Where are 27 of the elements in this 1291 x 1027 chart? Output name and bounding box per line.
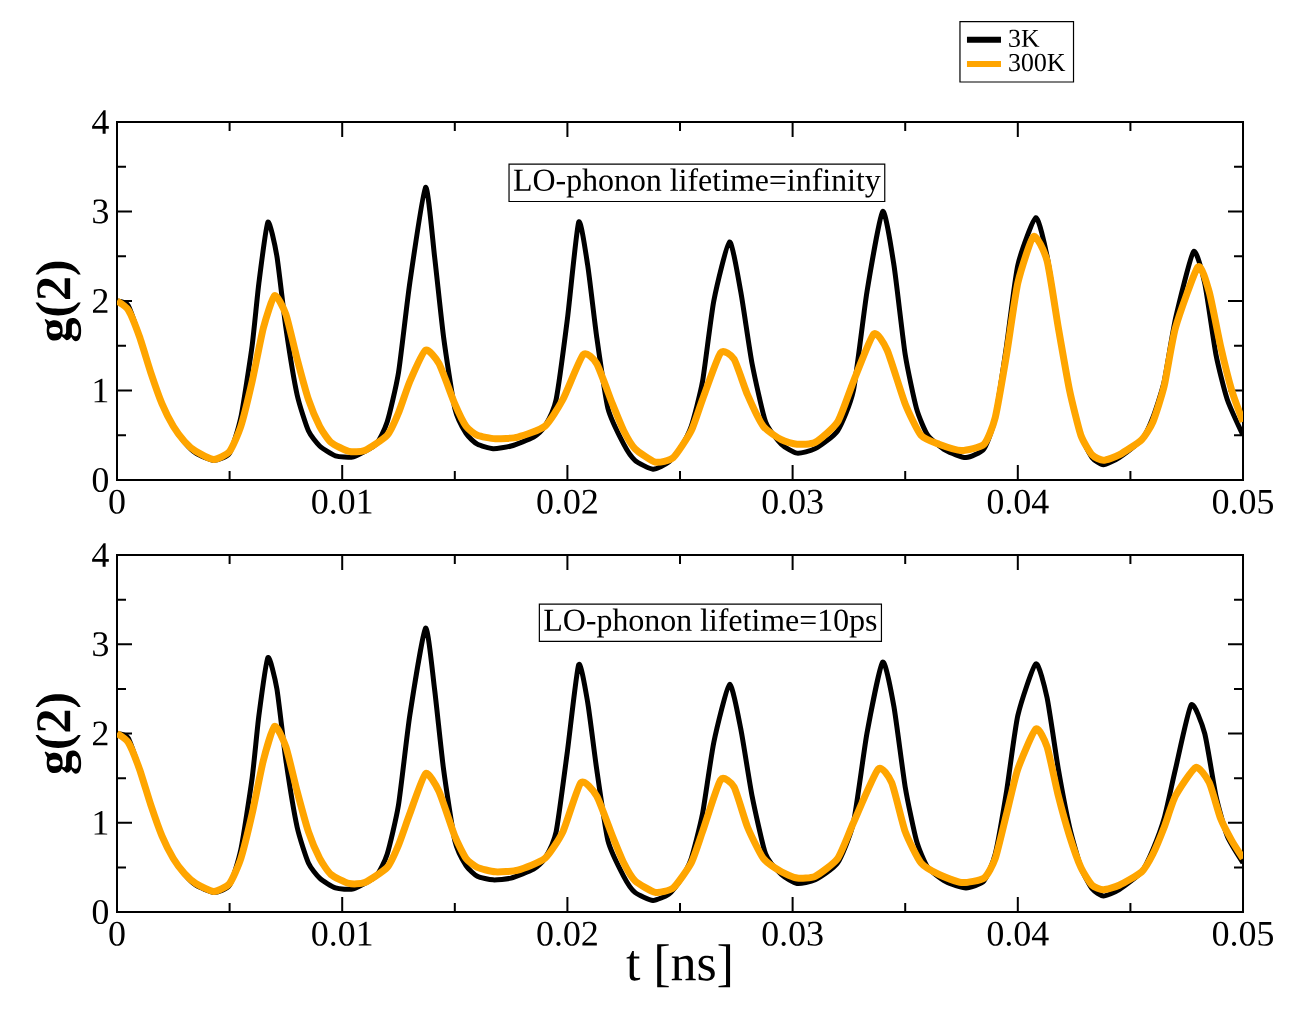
y-tick-label: 4 <box>92 110 109 134</box>
x-tick-label: 0.03 <box>762 921 823 946</box>
annotation: LO-phonon lifetime=10ps <box>544 608 877 638</box>
x-axis-title: t [ns] <box>626 944 731 988</box>
legend-label: 300K <box>1009 53 1066 72</box>
x-tick-label: 0.04 <box>987 921 1049 946</box>
annotation: LO-phonon lifetime=infinity <box>513 168 881 198</box>
x-tick-label: 0.01 <box>312 921 372 946</box>
y-tick-label: 3 <box>93 632 108 657</box>
x-tick-label: 0.02 <box>537 489 597 514</box>
y-tick-label: 1 <box>94 378 108 403</box>
x-tick-label: 0.05 <box>1213 921 1273 946</box>
x-tick-label: 0.05 <box>1213 489 1273 514</box>
y-tick-label: 0 <box>92 467 108 493</box>
y-tick-label: 3 <box>93 199 108 224</box>
y-tick-label: 0 <box>92 899 108 925</box>
legend-label: 3K <box>1009 29 1040 48</box>
y-axis-title: g(2) <box>35 694 82 774</box>
y-tick-label: 2 <box>92 721 108 746</box>
x-tick-label: 0.01 <box>312 489 372 514</box>
x-tick-label: 0.04 <box>987 489 1049 514</box>
y-tick-label: 1 <box>94 810 108 835</box>
x-tick-label: 0.02 <box>537 921 597 946</box>
y-tick-label: 2 <box>92 289 108 313</box>
y-tick-label: 4 <box>92 543 109 567</box>
y-axis-title: g(2) <box>35 261 82 342</box>
x-tick-label: 0.03 <box>762 489 823 514</box>
